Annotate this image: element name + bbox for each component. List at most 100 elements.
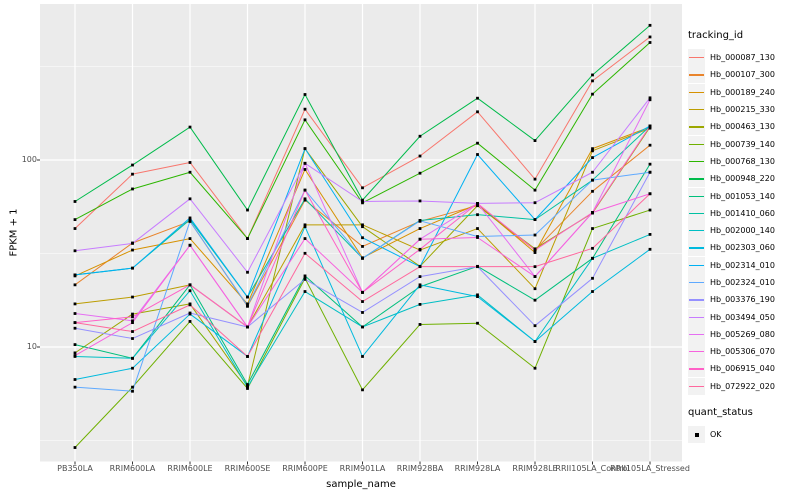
data-point [361,256,364,260]
legend-item-Hb_005306_070: Hb_005306_070 [688,343,798,361]
data-point [246,295,249,299]
data-point [73,446,77,449]
x-tick-label: RRII105LA_Control [555,464,630,473]
data-point [418,247,422,251]
data-point [476,202,479,205]
data-point [648,23,652,27]
data-point [418,134,422,138]
data-point [533,340,537,343]
legend-key-swatch [688,49,705,67]
data-point [188,311,192,315]
legend-item-label: Hb_000768_130 [710,156,775,166]
data-point [73,218,77,222]
data-point [131,319,134,323]
legend-item-Hb_002324_010: Hb_002324_010 [688,274,798,291]
data-point [131,356,134,360]
data-point [303,274,307,278]
data-point [648,208,652,212]
x-tick-label: RRIM600PE [282,464,328,473]
legend-item-Hb_000463_130: Hb_000463_130 [688,118,798,136]
legend-item-Hb_000215_330: Hb_000215_330 [688,101,798,119]
data-point [188,283,192,287]
legend-key-swatch [688,343,705,361]
legend-item-Hb_000087_130: Hb_000087_130 [688,49,798,67]
data-point [418,265,422,269]
legend-key-swatch [688,222,705,240]
data-point [533,251,537,254]
legend-key-swatch [688,377,705,395]
data-point [73,351,77,355]
legend-item-Hb_001053_140: Hb_001053_140 [688,187,798,205]
legend-key-line-icon [689,57,704,59]
data-point [246,355,249,358]
data-point [131,337,134,340]
data-point [303,168,307,171]
legend-item-Hb_003494_050: Hb_003494_050 [688,308,798,326]
data-point [591,189,594,193]
data-point [591,149,594,153]
data-point [303,197,307,201]
data-point [303,251,307,255]
data-point [246,304,249,308]
legend-item-label: Hb_000189_240 [710,87,775,97]
data-point [361,186,364,190]
legend-item-label: OK [710,430,722,440]
data-point [303,237,307,240]
data-point [361,355,364,358]
data-point [303,188,307,192]
data-point [131,330,134,333]
x-tick-label: RRIM600LE [167,464,213,473]
legend-item-label: Hb_001053_140 [710,191,775,201]
legend-item-ok: OK [688,426,798,444]
data-point [591,147,594,151]
legend-item-label: Hb_000087_130 [710,53,775,63]
data-point [131,172,134,176]
data-point [73,227,77,230]
data-point [648,233,652,236]
data-point [591,156,594,159]
legend-key-line-icon [689,299,704,301]
legend-item-label: Hb_003494_050 [710,312,775,322]
data-point [131,315,134,319]
data-point [648,247,652,251]
data-point [131,366,134,370]
data-point [131,385,134,389]
data-point [303,118,307,122]
data-point [361,236,364,240]
legend-key-line-icon [689,282,704,284]
legend-key-line-icon [689,385,704,388]
data-point [73,249,77,253]
data-point [131,312,134,316]
legend-item-label: Hb_002314_010 [710,260,775,270]
data-point [418,283,422,287]
legend-item-label: Hb_000463_130 [710,122,775,132]
data-point [533,298,537,302]
legend-item-Hb_006915_040: Hb_006915_040 [688,360,798,378]
ok-key-swatch [688,426,705,444]
legend-key-line-icon [689,178,704,180]
legend-key-line-icon [689,316,704,318]
legend-item-label: Hb_003376_190 [710,295,775,305]
x-tick-label: RRIM928LE [512,464,558,473]
data-point [73,302,77,306]
legend-key-line-icon [689,212,704,215]
data-point [648,143,652,147]
data-point [418,227,422,230]
legend-item-label: Hb_000107_300 [710,70,775,80]
data-point [73,273,77,277]
x-tick-label: RRIM901LA [339,464,386,473]
data-point [476,96,479,100]
x-tick-label: RRIM600SE [224,464,271,473]
data-point [361,388,364,392]
data-point [188,170,192,174]
data-point [131,266,134,270]
x-tick-label: PB350LA [57,464,93,473]
legend-key-line-icon [689,143,704,145]
data-point [361,200,364,203]
data-point [246,208,249,212]
data-point [591,73,594,77]
legend-key-line-icon [689,351,704,353]
data-point [303,277,307,281]
data-point [303,290,307,293]
legend-key-swatch [688,256,705,274]
